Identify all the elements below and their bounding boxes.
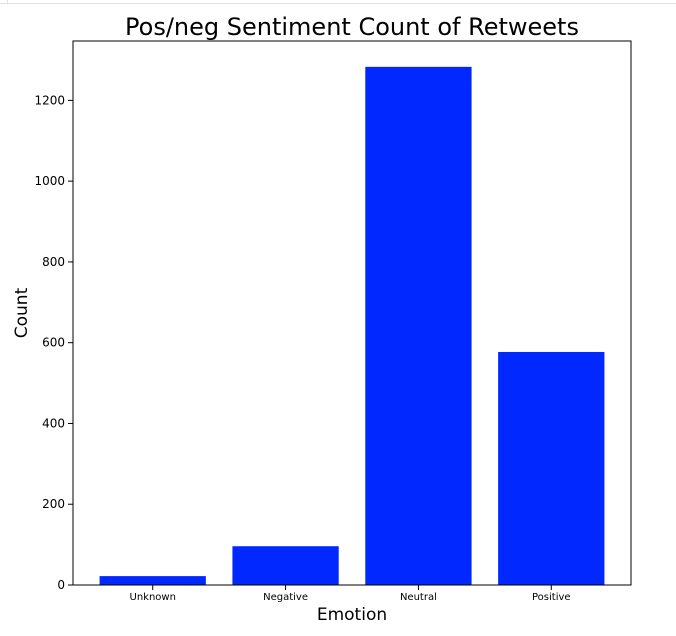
x-axis-ticks: Unknown Negative Neutral Positive xyxy=(130,585,571,603)
x-axis-label: Emotion xyxy=(317,605,387,625)
x-tick-label-positive: Positive xyxy=(532,592,571,603)
y-tick-label: 1200 xyxy=(34,93,65,107)
y-tick-label: 200 xyxy=(42,497,65,511)
top-border-corner xyxy=(0,0,8,4)
y-axis-ticks: 0 200 400 600 800 1000 1200 xyxy=(34,93,73,592)
y-tick-label: 800 xyxy=(42,255,65,269)
chart-title: Pos/neg Sentiment Count of Retweets xyxy=(125,13,579,41)
bar-neutral xyxy=(365,66,472,586)
x-tick-label-negative: Negative xyxy=(263,592,308,603)
x-tick-label-unknown: Unknown xyxy=(130,592,176,603)
y-tick-label: 1000 xyxy=(34,174,65,188)
y-axis-label: Count xyxy=(12,287,32,338)
top-border-strip xyxy=(0,0,676,4)
y-tick-label: 400 xyxy=(42,416,65,430)
plot-frame xyxy=(72,40,632,586)
y-tick-label: 600 xyxy=(42,336,65,350)
y-tick-label: 0 xyxy=(57,578,65,592)
bars-group xyxy=(99,66,605,586)
bar-negative xyxy=(232,546,339,585)
bar-positive xyxy=(498,351,605,585)
bar-unknown xyxy=(99,576,206,585)
x-tick-label-neutral: Neutral xyxy=(400,592,437,603)
